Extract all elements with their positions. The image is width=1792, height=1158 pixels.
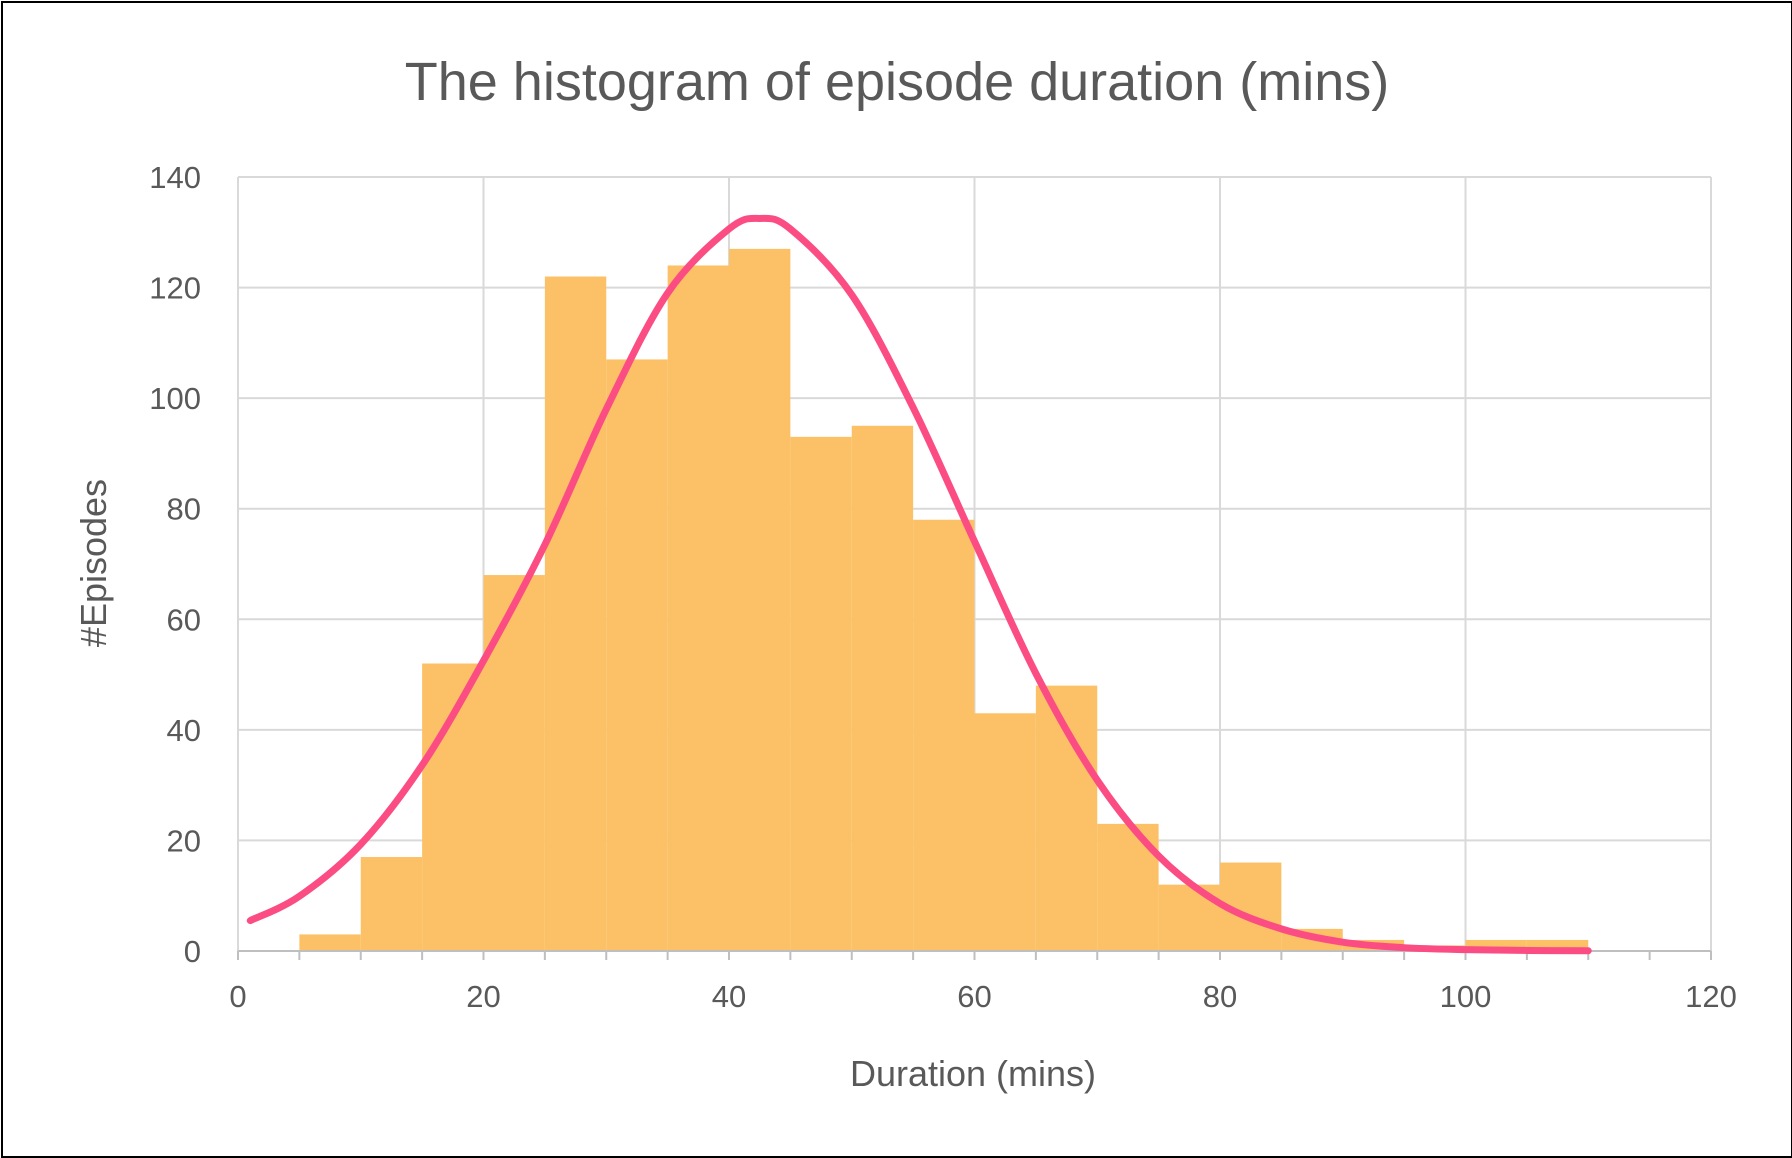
histogram-bar-0 [299, 934, 361, 951]
histogram-bar-8 [790, 436, 852, 951]
y-tick-label: 0 [184, 934, 201, 969]
histogram-bar-9 [851, 425, 914, 951]
y-tick-label: 20 [167, 823, 201, 858]
histogram-bar-1 [360, 857, 423, 951]
histogram-bar-11 [974, 713, 1036, 951]
histogram-bar-4 [544, 276, 607, 951]
y-tick-label: 60 [167, 602, 201, 637]
y-tick-label: 120 [149, 271, 201, 306]
x-tick-label: 40 [712, 979, 746, 1014]
normal-fit-curve [246, 214, 1592, 955]
y-tick-label: 100 [149, 381, 201, 416]
histogram-bar-7 [729, 248, 791, 951]
y-axis-title: #Episodes [73, 479, 114, 647]
x-tick-label: 60 [957, 979, 991, 1014]
histogram-bar-2 [422, 663, 484, 951]
histogram-bar-3 [483, 575, 545, 951]
histogram-bar-19 [1465, 939, 1527, 951]
y-tick-label: 80 [167, 492, 201, 527]
x-tick-label: 120 [1685, 979, 1737, 1014]
x-tick-label: 100 [1440, 979, 1492, 1014]
x-tick-label: 0 [229, 979, 246, 1014]
chart-title: The histogram of episode duration (mins) [405, 52, 1389, 112]
histogram-bar-20 [1526, 939, 1589, 951]
histogram-chart: The histogram of episode duration (mins)… [73, 52, 1737, 1094]
histogram-bar-10 [913, 519, 975, 951]
x-tick-label: 20 [466, 979, 500, 1014]
y-tick-label: 140 [149, 160, 201, 195]
x-tick-label: 80 [1203, 979, 1237, 1014]
y-tick-label: 40 [167, 713, 201, 748]
x-axis-title: Duration (mins) [850, 1053, 1096, 1094]
histogram-bar-5 [606, 359, 668, 951]
y-tick-labels: 0 20 40 60 80 100 120 140 [149, 160, 201, 969]
histogram-bar-6 [667, 265, 729, 951]
fit-curve-layer [246, 214, 1592, 955]
histogram-bars [299, 248, 1589, 951]
x-tick-labels: 0 20 40 60 80 100 120 [229, 979, 1736, 1014]
gridlines [237, 176, 1712, 951]
